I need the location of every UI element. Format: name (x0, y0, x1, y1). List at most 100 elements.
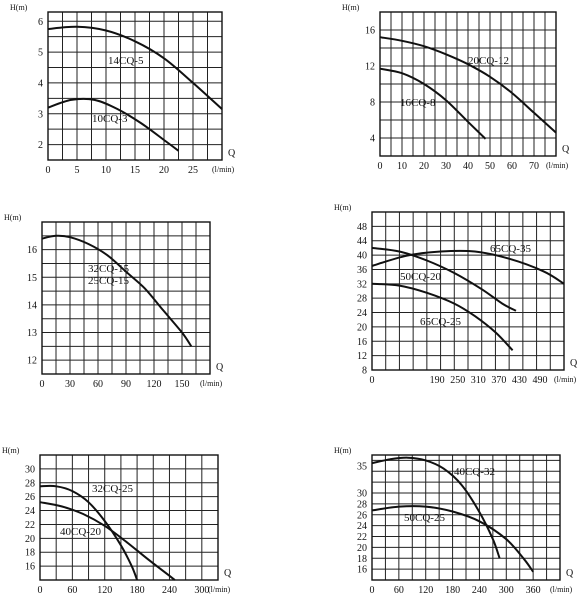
y-tick-label: 16 (357, 565, 367, 576)
series-line-50CQ-20 (371, 246, 517, 312)
x-tick-label: 150 (175, 379, 190, 390)
x-tick-label: 0 (370, 585, 375, 596)
plot-frame (41, 221, 211, 375)
x-tick-label: 180 (445, 585, 460, 596)
x-tick-label: 30 (65, 379, 75, 390)
y-axis-label: H(m) (342, 3, 360, 12)
x-tick-label: 0 (370, 375, 375, 386)
y-tick-label: 30 (357, 489, 367, 500)
series-line-20CQ-12 (379, 36, 557, 134)
series-line-14CQ-5 (47, 25, 223, 110)
x-tick-label: 430 (512, 375, 527, 386)
x-axis-unit: (l/min) (212, 165, 235, 174)
y-tick-label: 30 (25, 464, 35, 475)
x-tick-label: 30 (441, 161, 451, 172)
series-line-40CQ-32 (371, 456, 501, 559)
chart-2: 0 10 20 30 40 50 60 70 4 8 12 16 H(m) Q (l/min) 20CQ-12… (342, 3, 570, 172)
y-tick-label: 28 (357, 499, 367, 510)
series-label: 25CQ-15 (88, 275, 129, 287)
grid (371, 211, 565, 371)
x-tick-label: 20 (159, 165, 169, 176)
x-tick-label: 60 (67, 585, 77, 596)
y-tick-label: 35 (357, 461, 367, 472)
y-axis-label: H(m) (334, 203, 352, 212)
x-tick-label: 250 (450, 375, 465, 386)
x-axis-label: Q (228, 148, 236, 159)
chart-3: 0 30 60 90 120 150 12 13 14 15 16 H(m) Q (l/min) 32CQ-… (4, 213, 224, 390)
series-label: 10CQ-3 (92, 113, 128, 125)
series-label: 20CQ-12 (468, 55, 509, 67)
series-label: 40CQ-32 (454, 466, 495, 478)
x-axis-label: Q (216, 362, 224, 373)
series-label: 16CQ-8 (400, 97, 436, 109)
x-tick-label: 360 (526, 585, 541, 596)
y-tick-label: 26 (357, 510, 367, 521)
y-tick-label: 18 (25, 548, 35, 559)
plot-frame (39, 454, 219, 581)
x-axis-unit: (l/min) (550, 585, 573, 594)
y-axis-label: H(m) (334, 446, 352, 455)
grid (379, 11, 557, 157)
y-tick-label: 22 (25, 520, 35, 531)
x-axis-unit: (l/min) (546, 161, 569, 170)
y-tick-label: 44 (357, 236, 367, 247)
y-tick-label: 40 (357, 251, 367, 262)
series-line-65CQ-35 (371, 249, 565, 285)
x-tick-label: 10 (101, 165, 111, 176)
x-axis-label: Q (570, 358, 578, 369)
x-tick-label: 70 (529, 161, 539, 172)
series-label: 32CQ-15 (88, 263, 129, 275)
grid (41, 221, 211, 375)
x-tick-label: 300 (499, 585, 514, 596)
plot-frame (47, 11, 223, 161)
y-tick-label: 16 (25, 562, 35, 573)
y-tick-label: 12 (365, 62, 375, 73)
x-tick-label: 0 (378, 161, 383, 172)
x-tick-label: 190 (430, 375, 445, 386)
series-label: 65CQ-25 (420, 316, 461, 328)
series-line-32CQ-15 (41, 234, 193, 347)
chart-1: 0 5 10 15 20 25 2 3 4 5 6 H(m) Q (l/min) 14CQ-5 10CQ-3 (10, 3, 236, 176)
x-tick-label: 370 (491, 375, 506, 386)
x-axis-unit: (l/min) (554, 375, 577, 384)
series-line-32CQ-25 (39, 484, 139, 581)
y-tick-label: 4 (370, 134, 375, 145)
y-tick-label: 18 (357, 554, 367, 565)
y-tick-label: 24 (357, 521, 367, 532)
y-tick-label: 28 (25, 478, 35, 489)
series-label: 65CQ-35 (490, 243, 531, 255)
y-tick-label: 16 (365, 26, 375, 37)
series-line-16CQ-8 (379, 67, 487, 140)
chart-5: 0 60 120 180 240 300 16 18 20 22 24 26 28 30 H(m) Q (l/m… (2, 446, 232, 596)
y-tick-label: 20 (357, 322, 367, 333)
y-tick-label: 8 (370, 98, 375, 109)
x-tick-label: 50 (485, 161, 495, 172)
x-tick-label: 490 (533, 375, 548, 386)
y-axis-label: H(m) (10, 3, 28, 12)
y-tick-label: 20 (25, 534, 35, 545)
x-tick-label: 15 (130, 165, 140, 176)
y-tick-label: 32 (357, 279, 367, 290)
y-tick-label: 20 (357, 543, 367, 554)
x-tick-label: 0 (46, 165, 51, 176)
x-tick-label: 60 (507, 161, 517, 172)
y-tick-label: 22 (357, 532, 367, 543)
y-tick-label: 8 (362, 366, 367, 377)
y-tick-label: 3 (38, 109, 43, 120)
series-line-65CQ-25 (371, 282, 514, 351)
x-tick-label: 120 (147, 379, 162, 390)
x-tick-label: 60 (93, 379, 103, 390)
y-tick-label: 12 (357, 351, 367, 362)
x-tick-label: 180 (130, 585, 145, 596)
y-tick-label: 26 (25, 492, 35, 503)
x-tick-label: 240 (162, 585, 177, 596)
x-tick-label: 5 (75, 165, 80, 176)
y-tick-label: 24 (357, 308, 367, 319)
grid (39, 454, 219, 581)
y-axis-label: H(m) (2, 446, 20, 455)
plot-frame (371, 211, 565, 371)
y-tick-label: 36 (357, 265, 367, 276)
series-label: 14CQ-5 (108, 55, 144, 67)
